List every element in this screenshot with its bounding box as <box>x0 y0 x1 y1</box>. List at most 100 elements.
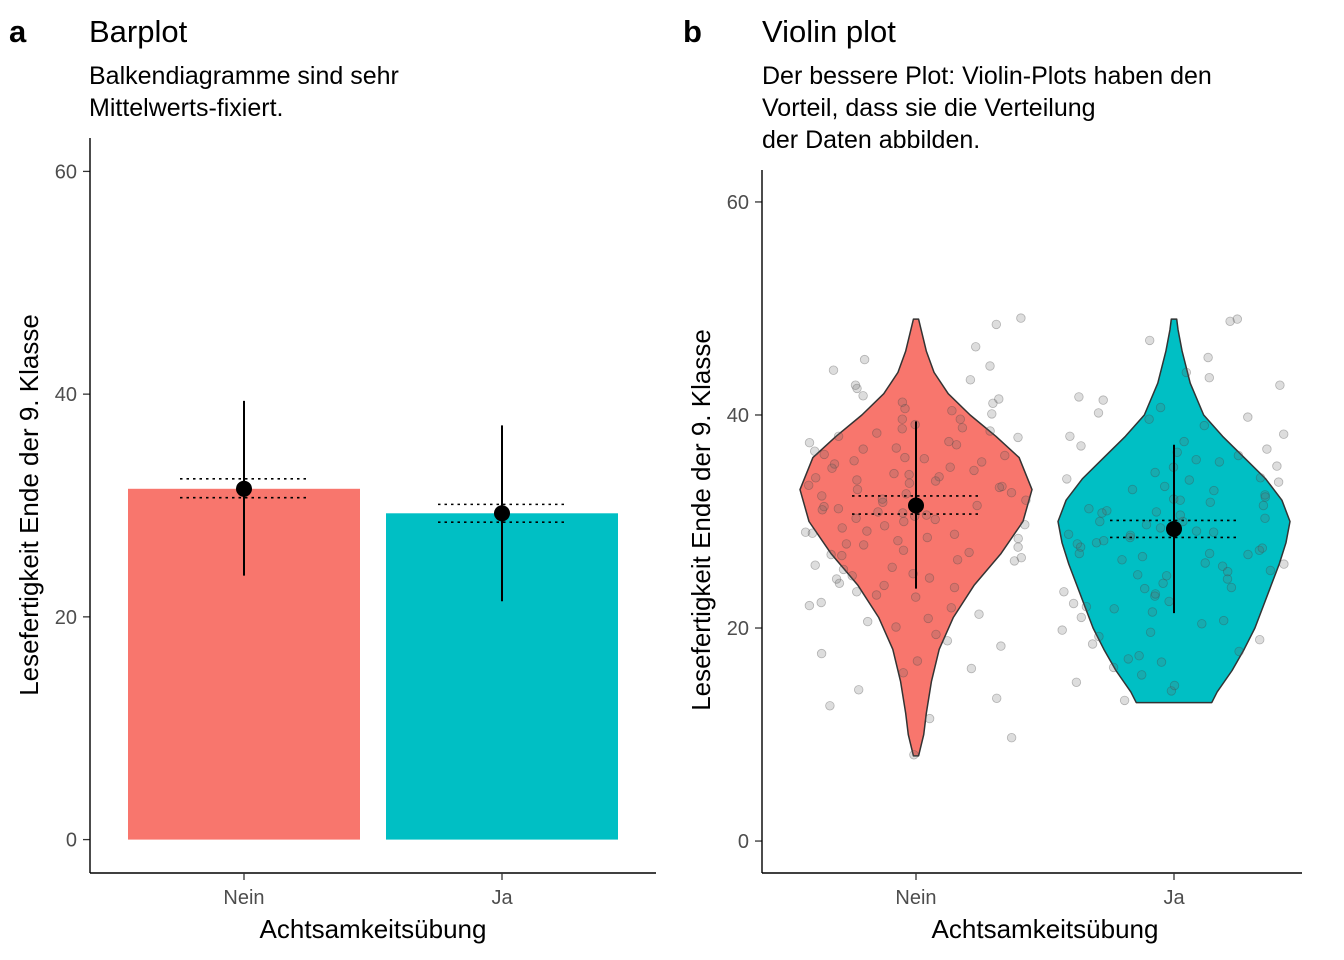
panel-b-data-point-nein <box>901 489 911 499</box>
panel-b-data-point-ja <box>1137 551 1148 562</box>
panel-b-tag: b <box>683 14 702 49</box>
panel-b-data-point-nein <box>900 452 910 463</box>
panel-b-data-point-ja <box>1123 654 1134 664</box>
panel-b-data-point-nein <box>854 685 864 695</box>
panel-a-y-tick-label-0: 0 <box>66 830 77 852</box>
panel-b-title: Violin plot <box>762 14 896 49</box>
panel-b-x-axis-label: Achtsamkeitsübung <box>932 914 1159 944</box>
panel-b-data-point-ja <box>1139 583 1150 594</box>
panel-b-data-point-nein <box>897 397 908 407</box>
panel-b-data-point-nein <box>994 394 1004 404</box>
panel-b-data-point-nein <box>944 436 954 447</box>
panel-b-data-point-ja <box>1181 367 1192 378</box>
panel-b-data-point-nein <box>879 521 890 531</box>
panel-b-data-point-ja <box>1225 316 1235 327</box>
panel-b-data-point-ja <box>1260 513 1270 524</box>
panel-b-data-point-nein <box>923 613 933 624</box>
panel-b-data-point-ja <box>1068 598 1079 609</box>
panel-b-data-point-ja <box>1260 492 1271 502</box>
panel-b-data-point-nein <box>947 406 957 416</box>
panel-b-data-point-nein <box>827 463 837 473</box>
panel-b-data-point-nein <box>889 468 899 479</box>
panel-b-x-tick-label-nein: Nein <box>895 887 936 909</box>
panel-b-data-point-nein <box>851 513 861 524</box>
panel-b-data-point-ja <box>1059 587 1069 597</box>
panel-b-data-point-nein <box>852 587 862 597</box>
panel-b-data-point-nein <box>807 528 818 538</box>
panel-b-data-point-ja <box>1273 477 1284 487</box>
panel-b-data-point-ja <box>1184 475 1195 485</box>
panel-b-data-point-ja <box>1147 607 1158 617</box>
panel-b-data-point-ja <box>1172 447 1182 458</box>
panel-b-data-point-nein <box>900 403 910 414</box>
panel-b-data-point-ja <box>1208 527 1219 537</box>
panel-b-data-point-ja <box>1222 566 1233 577</box>
panel-b-data-point-nein <box>955 414 966 424</box>
panel-b-data-point-nein <box>991 319 1002 330</box>
panel-b-data-point-nein <box>804 480 814 491</box>
panel-b-x-tick-label-ja: Ja <box>1163 887 1185 909</box>
panel-b-data-point-ja <box>1179 436 1189 447</box>
panel-b-data-point-nein <box>985 426 995 436</box>
panel-b-data-point-ja <box>1204 373 1215 383</box>
panel-b-data-point-ja <box>1144 414 1154 424</box>
panel-b-data-point-nein <box>804 438 815 448</box>
panel-b-data-point-nein <box>1006 733 1017 743</box>
panel-b-data-point-nein <box>965 375 976 385</box>
panel-b-data-point-ja <box>1226 582 1237 593</box>
panel-b-subtitle-line-2: Vorteil, dass sie die Verteilung <box>762 94 1096 122</box>
panel-b-data-point-nein <box>834 578 845 589</box>
panel-b-data-point-nein <box>1013 432 1023 443</box>
panel-a-tag: a <box>9 14 27 49</box>
panel-b-data-point-ja <box>1084 504 1094 514</box>
panel-b-data-point-nein <box>831 574 842 584</box>
panel-b-data-point-nein <box>964 547 974 558</box>
panel-b-data-point-ja <box>1127 484 1138 495</box>
panel-b-data-point-ja <box>1159 481 1170 492</box>
panel-b-data-point-ja <box>1158 578 1168 589</box>
panel-b-data-point-nein <box>879 580 889 591</box>
panel-b-data-point-nein <box>877 494 888 504</box>
panel-b-data-point-nein <box>837 523 847 533</box>
panel-b-data-point-ja <box>1063 529 1074 540</box>
panel-b-data-point-ja <box>1217 561 1228 571</box>
panel-b-data-point-nein <box>930 476 941 486</box>
panel-b-data-point-nein <box>930 514 940 525</box>
panel-b-data-point-nein <box>891 443 902 453</box>
panel-b-data-point-nein <box>873 507 883 517</box>
panel-b-data-point-nein <box>997 481 1007 492</box>
panel-b-data-point-nein <box>838 564 849 575</box>
panel-b-data-point-ja <box>1095 516 1105 527</box>
panel-b-data-point-ja <box>1145 627 1156 638</box>
panel-b-data-point-nein <box>850 380 861 390</box>
panel-b-data-point-nein <box>811 473 821 483</box>
panel-b-data-point-ja <box>1233 450 1244 461</box>
panel-b-data-point-ja <box>1272 461 1282 471</box>
panel-b-data-point-ja <box>1136 670 1147 680</box>
panel-b-data-point-nein <box>994 482 1005 493</box>
panel-a-x-axis-label: Achtsamkeitsübung <box>260 914 487 944</box>
panel-b-data-point-nein <box>816 648 827 659</box>
panel-b-data-point-ja <box>1150 589 1161 599</box>
panel-b-data-point-nein <box>858 391 868 401</box>
panel-b-data-point-ja <box>1204 548 1215 559</box>
panel-b-data-point-nein <box>946 603 957 613</box>
panel-b-data-point-nein <box>911 592 921 602</box>
panel-b-data-point-nein <box>985 361 995 371</box>
panel-b-data-point-ja <box>1262 444 1272 454</box>
panel-b-data-point-ja <box>1175 510 1186 520</box>
panel-b-data-point-nein <box>859 540 869 550</box>
panel-b-data-point-ja <box>1125 530 1136 541</box>
panel-b-data-point-ja <box>1278 429 1289 439</box>
panel-b-data-point-ja <box>1161 571 1172 581</box>
panel-b-data-point-nein <box>899 516 909 527</box>
panel-b-data-point-nein <box>810 446 820 456</box>
panel-b-data-point-ja <box>1132 570 1143 580</box>
panel-b-data-point-ja <box>1257 543 1268 553</box>
panel-b-data-point-ja <box>1191 526 1202 536</box>
panel-b-data-point-ja <box>1178 516 1188 527</box>
panel-b-data-point-nein <box>924 713 935 724</box>
panel-a-marks <box>128 400 618 840</box>
panel-b-data-point-ja <box>1081 602 1092 612</box>
